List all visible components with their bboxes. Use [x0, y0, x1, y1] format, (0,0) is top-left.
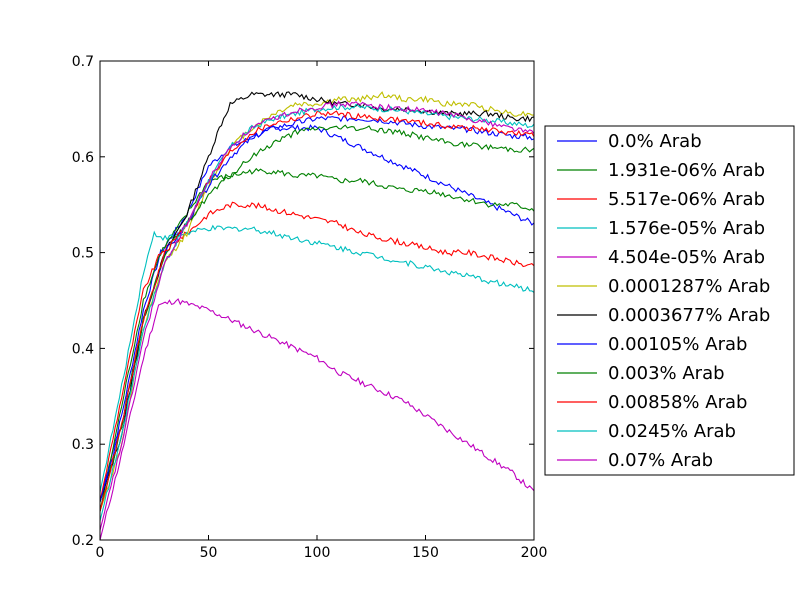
legend-label: 0.00858% Arab [608, 392, 747, 413]
x-tick-label: 100 [304, 545, 331, 561]
legend-label: 0.0003677% Arab [608, 305, 770, 326]
y-tick-label: 0.7 [72, 54, 94, 70]
legend: 0.0% Arab 1.931e-06% Arab 5.517e-06% Arab 1… [544, 125, 795, 476]
series-line-12 [100, 100, 534, 531]
y-tick-label: 0.4 [72, 341, 94, 357]
x-tick-label: 200 [521, 545, 548, 561]
x-tick-label: 150 [412, 545, 439, 561]
y-tick-label: 0.2 [72, 533, 94, 549]
y-axis: 0.2 0.3 0.4 0.5 0.6 0.7 [72, 54, 534, 549]
legend-label: 5.517e-06% Arab [608, 189, 765, 210]
y-tick-label: 0.5 [72, 246, 94, 262]
y-tick-label: 0.6 [72, 150, 94, 166]
legend-label: 0.003% Arab [608, 363, 725, 384]
legend-label: 0.0245% Arab [608, 421, 736, 442]
legend-label: 0.0001287% Arab [608, 276, 770, 297]
y-tick-label: 0.3 [72, 437, 94, 453]
legend-label: 4.504e-05% Arab [608, 247, 765, 268]
x-axis: 0 50 100 150 200 [96, 61, 548, 561]
x-tick-label: 0 [96, 545, 105, 561]
series-line-8 [100, 114, 534, 502]
x-tick-label: 50 [200, 545, 218, 561]
series-line-5 [100, 298, 534, 540]
legend-label: 0.00105% Arab [608, 334, 747, 355]
series-line-6 [100, 91, 534, 512]
legend-label: 1.931e-06% Arab [608, 160, 765, 181]
legend-label: 0.0% Arab [608, 131, 702, 152]
legend-box [544, 125, 795, 476]
legend-label: 0.07% Arab [608, 450, 713, 471]
legend-label: 1.576e-05% Arab [608, 218, 765, 239]
series-line-10 [100, 110, 534, 512]
series-line-4 [100, 224, 534, 493]
series-layer [100, 91, 534, 540]
series-line-1 [100, 124, 534, 502]
